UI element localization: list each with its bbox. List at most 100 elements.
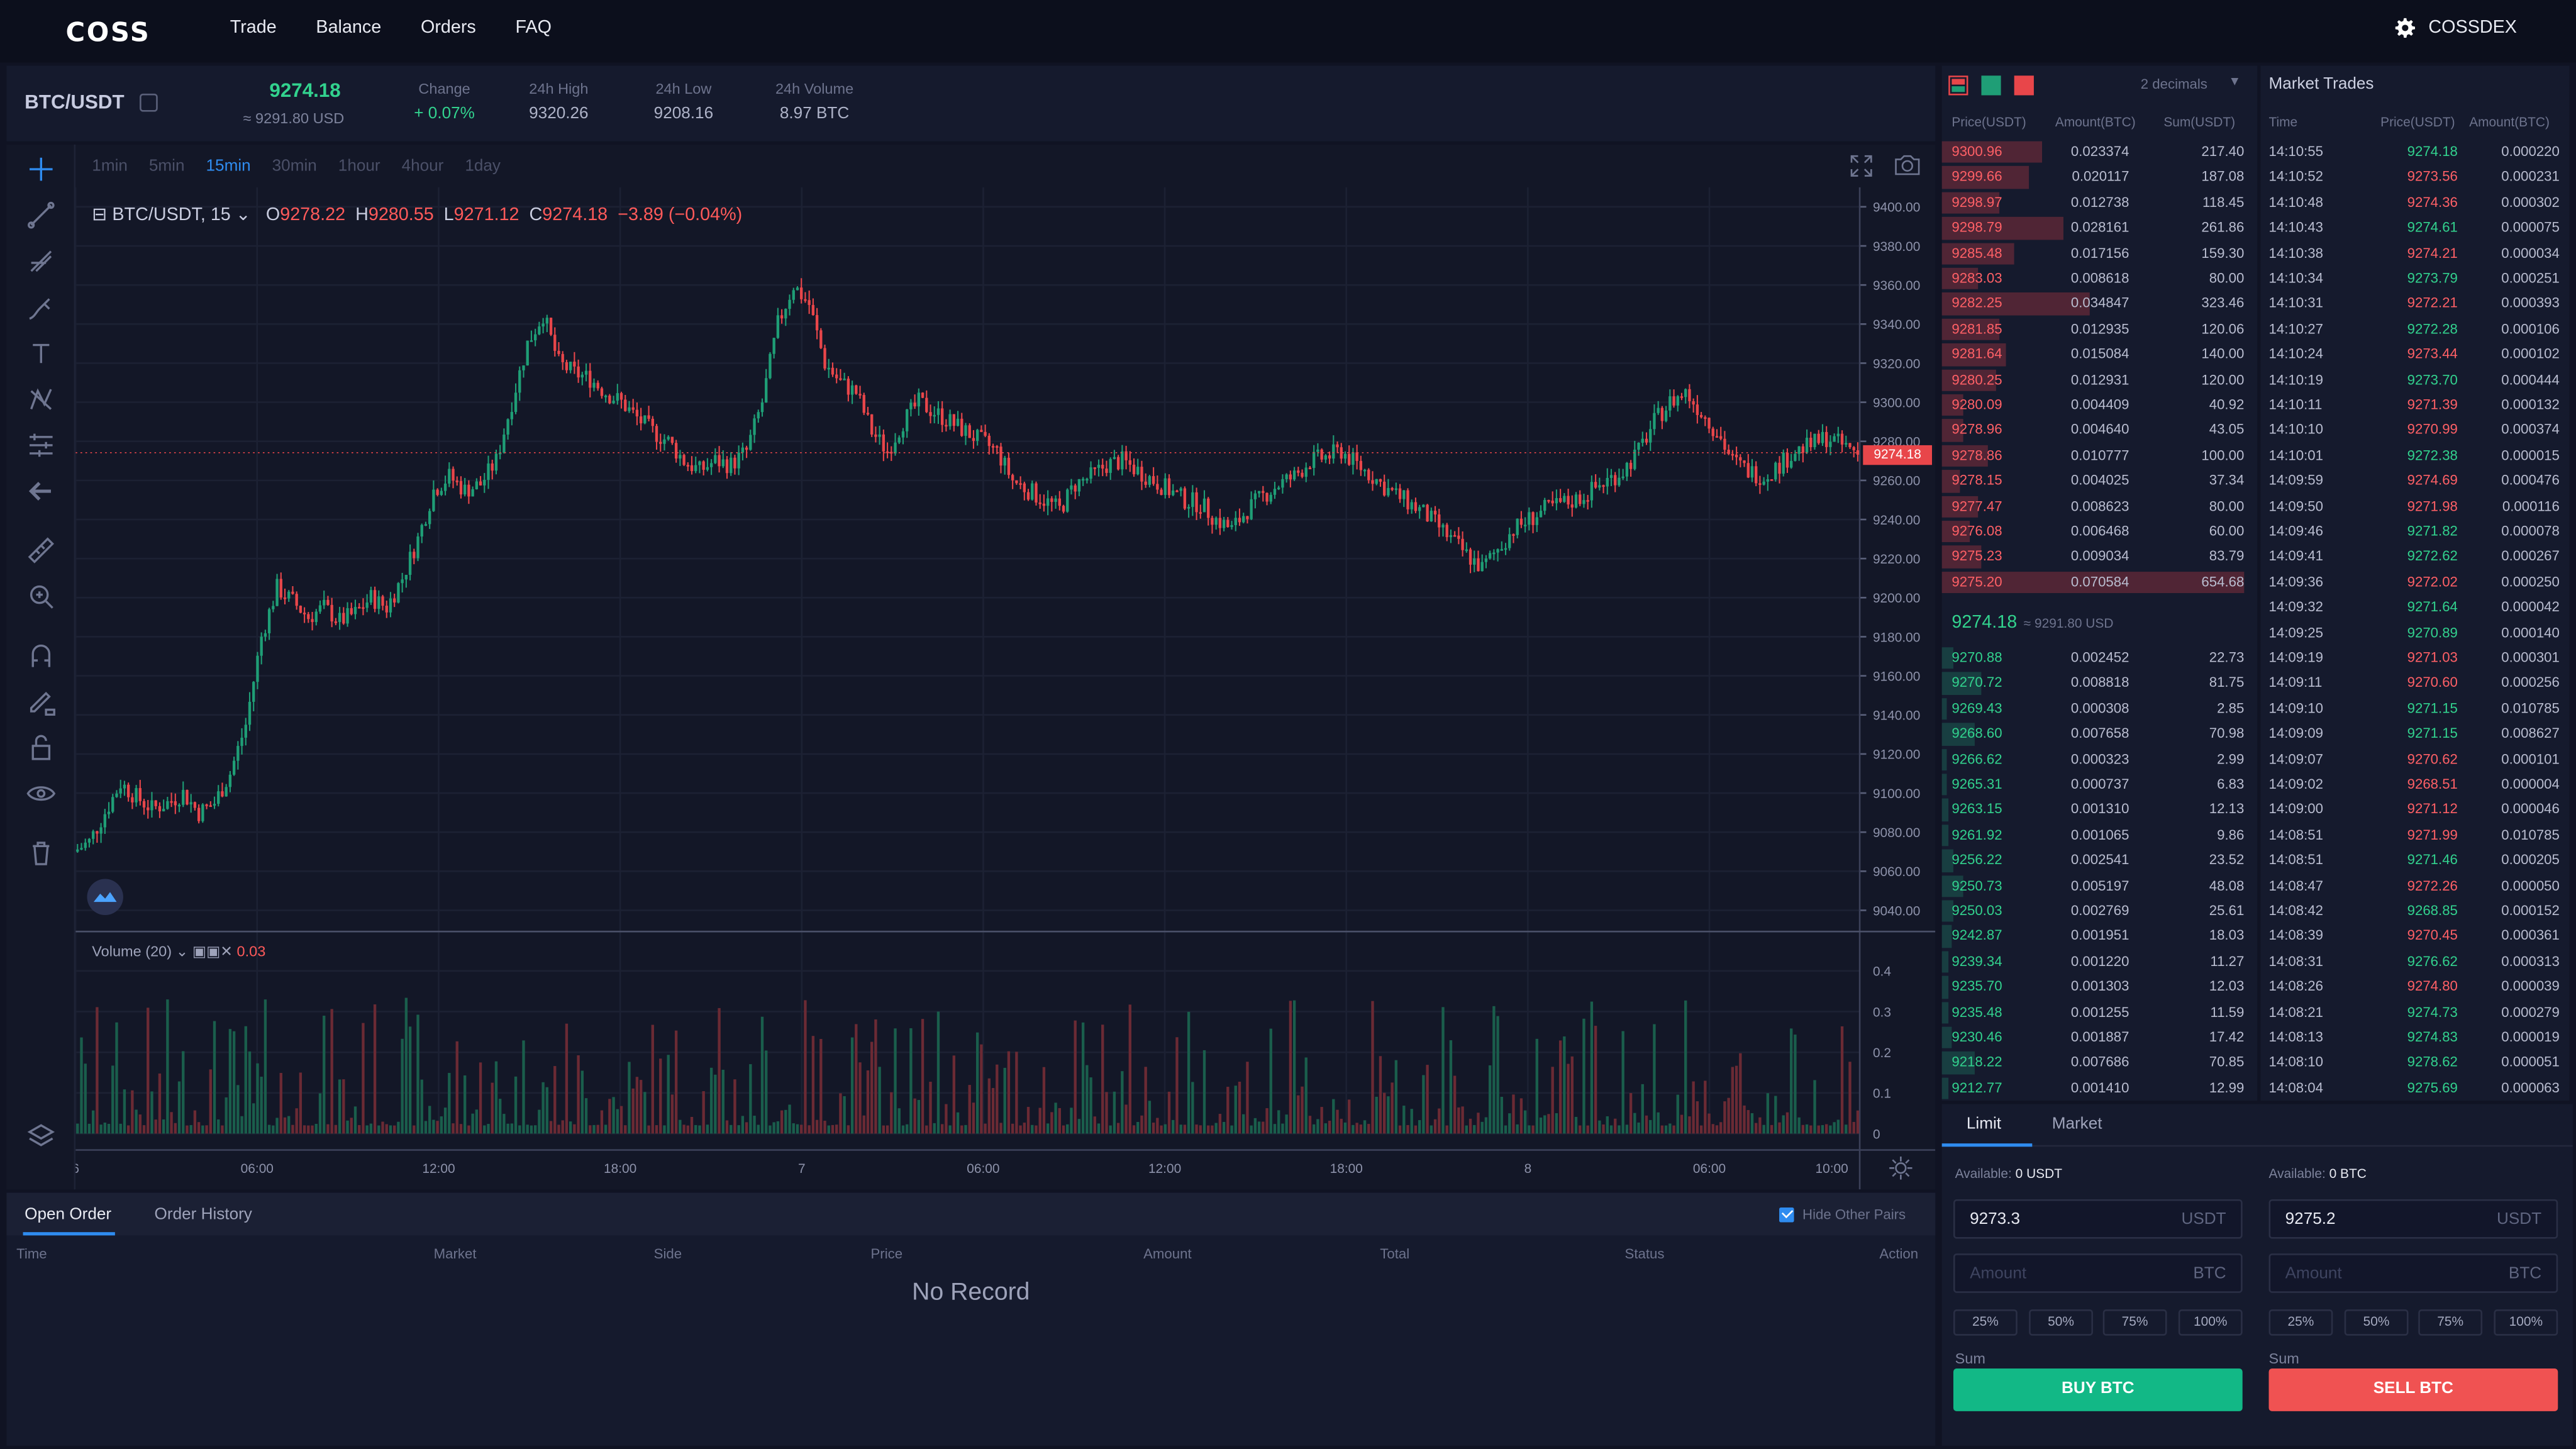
nav-trade[interactable]: Trade	[230, 18, 277, 38]
ask-row[interactable]: 9299.66 0.020117 187.08	[1941, 165, 2258, 190]
interval-15min[interactable]: 15min	[206, 157, 251, 175]
interval-1day[interactable]: 1day	[465, 157, 501, 175]
ask-row[interactable]: 9278.86 0.010777 100.00	[1941, 443, 2258, 469]
ask-row[interactable]: 9275.20 0.070584 654.68	[1941, 570, 2258, 595]
sell-pct-75[interactable]: 75%	[2418, 1309, 2483, 1336]
chart-settings-icon[interactable]	[1889, 1157, 1913, 1180]
trend-line-icon[interactable]	[26, 201, 56, 230]
symbol-line[interactable]: BTC/USDT, 15	[112, 205, 231, 225]
account-name[interactable]: COSSDEX	[2428, 18, 2517, 38]
buy-pct-50[interactable]: 50%	[2029, 1309, 2093, 1336]
amount-placeholder[interactable]: Amount	[2285, 1265, 2342, 1284]
interval-5min[interactable]: 5min	[148, 157, 185, 175]
eye-icon[interactable]	[26, 779, 56, 808]
tradingview-logo-icon[interactable]	[86, 877, 125, 917]
bid-row[interactable]: 9263.15 0.001310 12.13	[1941, 797, 2258, 823]
buy-price-input[interactable]: 9273.3 USDT	[1953, 1199, 2243, 1239]
bid-row[interactable]: 9266.62 0.000323 2.99	[1941, 747, 2258, 772]
interval-4hour[interactable]: 4hour	[401, 157, 444, 175]
brush-icon[interactable]	[26, 292, 56, 322]
ask-row[interactable]: 9300.96 0.023374 217.40	[1941, 140, 2258, 165]
ask-row[interactable]: 9283.03 0.008618 80.00	[1941, 266, 2258, 291]
crosshair-icon[interactable]	[26, 155, 56, 184]
bid-row[interactable]: 9235.70 0.001303 12.03	[1941, 975, 2258, 1000]
sell-button[interactable]: SELL BTC	[2268, 1368, 2558, 1411]
ask-row[interactable]: 9281.64 0.015084 140.00	[1941, 342, 2258, 367]
buy-pct-25[interactable]: 25%	[1953, 1309, 2018, 1336]
bid-row[interactable]: 9235.48 0.001255 11.59	[1941, 1000, 2258, 1025]
bid-row[interactable]: 9218.22 0.007686 70.85	[1941, 1050, 2258, 1075]
bid-row[interactable]: 9261.92 0.001065 9.86	[1941, 823, 2258, 848]
amount-placeholder[interactable]: Amount	[1970, 1265, 2027, 1284]
candlestick-chart[interactable]: 9400.00 9380.00 9360.00 9340.00 9320.00 9300.…	[75, 187, 1936, 1190]
tab-market[interactable]: Market	[2051, 1115, 2102, 1134]
book-asks-icon[interactable]	[2014, 75, 2034, 96]
volume-settings-icon[interactable]: ⌄ ▣▣✕	[175, 943, 237, 960]
ask-row[interactable]: 9285.48 0.017156 159.30	[1941, 241, 2258, 266]
legend-collapse-icon[interactable]: ⊟	[92, 205, 113, 225]
sell-pct-25[interactable]: 25%	[2268, 1309, 2333, 1336]
prediction-tool-icon[interactable]	[26, 430, 56, 460]
fib-tool-icon[interactable]	[26, 247, 56, 276]
bid-row[interactable]: 9250.73 0.005197 48.08	[1941, 874, 2258, 899]
pair-dropdown-icon[interactable]	[140, 93, 158, 112]
ask-row[interactable]: 9276.08 0.006468 60.00	[1941, 519, 2258, 544]
interval-30min[interactable]: 30min	[272, 157, 317, 175]
ask-row[interactable]: 9278.15 0.004025 37.34	[1941, 469, 2258, 494]
logo[interactable]: COSS	[65, 16, 151, 48]
pattern-tool-icon[interactable]	[26, 384, 56, 414]
bid-row[interactable]: 9250.03 0.002769 25.61	[1941, 899, 2258, 924]
nav-orders[interactable]: Orders	[420, 18, 476, 38]
back-arrow-icon[interactable]	[26, 477, 56, 506]
magnet-icon[interactable]	[26, 641, 56, 670]
bid-row[interactable]: 9265.31 0.000737 6.83	[1941, 772, 2258, 797]
text-tool-icon[interactable]	[26, 338, 56, 368]
sell-price-value[interactable]: 9275.2	[2285, 1211, 2336, 1229]
ruler-icon[interactable]	[26, 536, 56, 565]
bid-row[interactable]: 9268.60 0.007658 70.98	[1941, 721, 2258, 747]
sell-amount-input[interactable]: Amount BTC	[2268, 1253, 2558, 1293]
chevron-down-icon[interactable]: ⌄	[230, 205, 256, 225]
buy-button[interactable]: BUY BTC	[1953, 1368, 2243, 1411]
bid-row[interactable]: 9239.34 0.001220 11.27	[1941, 949, 2258, 974]
hide-other-pairs[interactable]: Hide Other Pairs	[1779, 1206, 1906, 1223]
interval-1min[interactable]: 1min	[92, 157, 128, 175]
ask-row[interactable]: 9298.79 0.028161 261.86	[1941, 216, 2258, 241]
buy-price-value[interactable]: 9273.3	[1970, 1211, 2020, 1229]
chevron-down-icon[interactable]: ▾	[2231, 72, 2239, 89]
ask-row[interactable]: 9275.23 0.009034 83.79	[1941, 545, 2258, 570]
bid-row[interactable]: 9270.88 0.002452 22.73	[1941, 646, 2258, 671]
bid-row[interactable]: 9256.22 0.002541 23.52	[1941, 848, 2258, 873]
book-bids-icon[interactable]	[1981, 75, 2001, 96]
book-both-icon[interactable]	[1948, 75, 1968, 96]
nav-faq[interactable]: FAQ	[515, 18, 552, 38]
bid-row[interactable]: 9212.77 0.001410 12.99	[1941, 1075, 2258, 1101]
camera-icon[interactable]	[1894, 153, 1921, 176]
pair-name[interactable]: BTC/USDT	[25, 90, 125, 114]
layers-icon[interactable]	[26, 1121, 56, 1150]
ask-row[interactable]: 9277.47 0.008623 80.00	[1941, 494, 2258, 519]
buy-pct-100[interactable]: 100%	[2178, 1309, 2243, 1336]
sell-price-input[interactable]: 9275.2 USDT	[2268, 1199, 2558, 1239]
bid-row[interactable]: 9270.72 0.008818 81.75	[1941, 671, 2258, 696]
ask-row[interactable]: 9298.97 0.012738 118.45	[1941, 190, 2258, 215]
unlock-icon[interactable]	[26, 733, 56, 762]
nav-balance[interactable]: Balance	[316, 18, 382, 38]
sell-pct-100[interactable]: 100%	[2494, 1309, 2558, 1336]
bid-row[interactable]: 9269.43 0.000308 2.85	[1941, 696, 2258, 721]
ask-row[interactable]: 9281.85 0.012935 120.06	[1941, 317, 2258, 342]
lock-pencil-icon[interactable]	[26, 687, 56, 716]
gear-icon[interactable]	[2396, 18, 2416, 38]
checkbox-checked-icon[interactable]	[1779, 1206, 1794, 1222]
zoom-in-icon[interactable]	[26, 582, 56, 611]
decimals-select[interactable]: 2 decimals	[2140, 75, 2207, 92]
bid-row[interactable]: 9230.46 0.001887 17.42	[1941, 1025, 2258, 1050]
tab-open-order[interactable]: Open Order	[25, 1206, 112, 1224]
account-menu[interactable]: COSSDEX	[2396, 18, 2517, 38]
bid-row[interactable]: 9242.87 0.001951 18.03	[1941, 924, 2258, 949]
tab-limit[interactable]: Limit	[1966, 1115, 2002, 1134]
ask-row[interactable]: 9280.25 0.012931 120.00	[1941, 367, 2258, 392]
sell-pct-50[interactable]: 50%	[2344, 1309, 2409, 1336]
buy-amount-input[interactable]: Amount BTC	[1953, 1253, 2243, 1293]
trash-icon[interactable]	[26, 838, 56, 867]
